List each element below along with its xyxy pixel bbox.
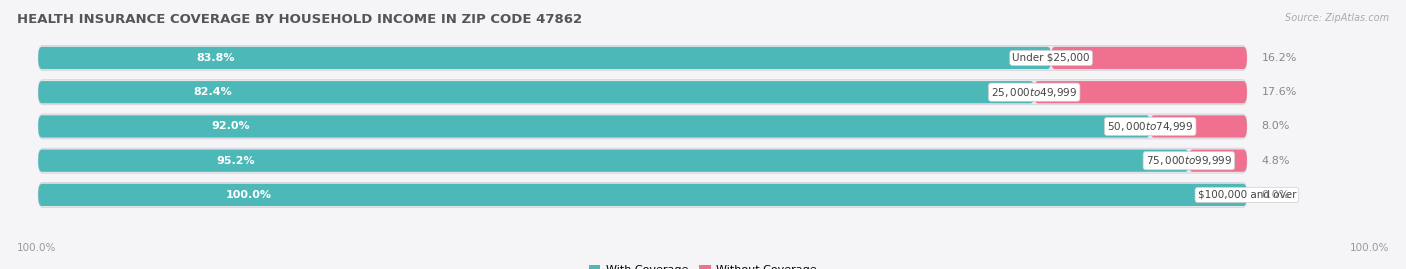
Text: $25,000 to $49,999: $25,000 to $49,999 <box>991 86 1077 99</box>
FancyBboxPatch shape <box>38 80 1247 105</box>
Text: $50,000 to $74,999: $50,000 to $74,999 <box>1107 120 1194 133</box>
FancyBboxPatch shape <box>1035 81 1247 103</box>
Text: 16.2%: 16.2% <box>1261 53 1296 63</box>
FancyBboxPatch shape <box>38 47 1052 69</box>
FancyBboxPatch shape <box>38 184 1247 206</box>
Text: 0.0%: 0.0% <box>1261 190 1289 200</box>
FancyBboxPatch shape <box>38 150 1189 172</box>
Text: 82.4%: 82.4% <box>194 87 232 97</box>
Legend: With Coverage, Without Coverage: With Coverage, Without Coverage <box>589 265 817 269</box>
FancyBboxPatch shape <box>1150 115 1247 137</box>
FancyBboxPatch shape <box>38 115 1150 137</box>
FancyBboxPatch shape <box>38 148 1247 173</box>
FancyBboxPatch shape <box>38 182 1247 207</box>
Text: 4.8%: 4.8% <box>1261 156 1289 166</box>
Text: $75,000 to $99,999: $75,000 to $99,999 <box>1146 154 1232 167</box>
FancyBboxPatch shape <box>38 45 1247 70</box>
Text: 95.2%: 95.2% <box>217 156 256 166</box>
Text: 100.0%: 100.0% <box>17 243 56 253</box>
FancyBboxPatch shape <box>1189 150 1247 172</box>
Text: 100.0%: 100.0% <box>225 190 271 200</box>
Text: 92.0%: 92.0% <box>211 121 250 132</box>
Text: Under $25,000: Under $25,000 <box>1012 53 1090 63</box>
Text: 100.0%: 100.0% <box>1350 243 1389 253</box>
Text: 8.0%: 8.0% <box>1261 121 1289 132</box>
Text: HEALTH INSURANCE COVERAGE BY HOUSEHOLD INCOME IN ZIP CODE 47862: HEALTH INSURANCE COVERAGE BY HOUSEHOLD I… <box>17 13 582 26</box>
Text: 17.6%: 17.6% <box>1261 87 1296 97</box>
FancyBboxPatch shape <box>38 81 1035 103</box>
FancyBboxPatch shape <box>38 114 1247 139</box>
Text: Source: ZipAtlas.com: Source: ZipAtlas.com <box>1285 13 1389 23</box>
FancyBboxPatch shape <box>1052 47 1247 69</box>
Text: 83.8%: 83.8% <box>197 53 235 63</box>
Text: $100,000 and over: $100,000 and over <box>1198 190 1296 200</box>
